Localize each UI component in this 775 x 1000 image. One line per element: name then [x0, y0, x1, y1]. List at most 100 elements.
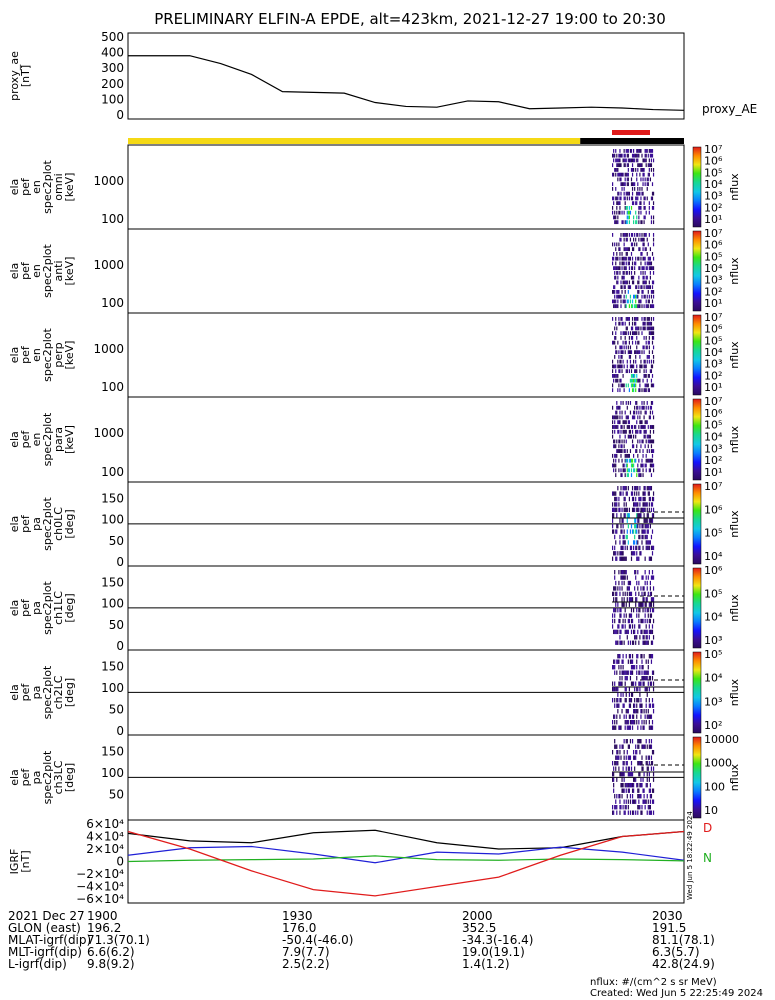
spec-pixel-ch1: [646, 586, 648, 591]
spec-pixel-ch0: [620, 486, 622, 491]
spec-pixel-para: [616, 425, 618, 429]
spec-pixel-anti: [625, 247, 627, 252]
spec-pixel-omni: [643, 172, 645, 177]
spec-pixel-ch2: [651, 720, 654, 725]
spec-pixel-anti: [622, 256, 624, 261]
spec-pixel-ch3: [631, 739, 634, 744]
spec-pixel-anti: [624, 304, 626, 309]
spec-pixel-perp: [645, 388, 647, 393]
spec-pixel-omni: [612, 153, 614, 158]
spec-pixel-para: [635, 449, 637, 453]
spec-pixel-ch3: [624, 810, 626, 815]
spec-pixel-ch3: [648, 788, 650, 793]
spec-pixel-omni: [627, 149, 629, 153]
spec-pixel-ch1: [648, 570, 650, 575]
ylabel-ch3-2: pa: [30, 771, 43, 785]
spec-pixel-omni: [648, 206, 650, 210]
spec-pixel-para: [617, 415, 619, 420]
spec-pixel-para: [618, 468, 620, 473]
spec-pixel-anti: [628, 285, 630, 290]
spec-pixel-anti: [647, 290, 649, 294]
spec-pixel-omni: [620, 172, 622, 177]
spec-pixel-omni: [626, 206, 628, 210]
spec-pixel-anti: [635, 304, 637, 309]
spec-pixel-omni: [626, 172, 628, 177]
spec-pixel-anti: [648, 233, 650, 237]
ylabel-anti-3: spec2plot: [41, 244, 54, 298]
spec-pixel-ch1: [643, 640, 645, 645]
spec-pixel-omni: [618, 191, 620, 196]
spec-pixel-ch0: [651, 518, 654, 523]
spec-pixel-para: [613, 425, 615, 429]
cbar-tick-ch0-0: 10⁷: [704, 480, 722, 493]
spec-pixel-perp: [637, 317, 639, 321]
spec-pixel-anti: [614, 266, 616, 271]
spec-pixel-omni: [623, 158, 625, 163]
spec-pixel-anti: [634, 294, 636, 299]
spec-pixel-omni: [633, 215, 635, 220]
ylabel-ch2-0: ela: [8, 684, 21, 701]
spec-pixel-anti: [615, 299, 617, 304]
spec-pixel-ch3: [650, 755, 653, 760]
spec-pixel-omni: [622, 220, 624, 225]
spec-pixel-ch2: [648, 703, 650, 708]
spec-pixel-ch2: [620, 698, 622, 703]
spec-pixel-para: [644, 420, 646, 425]
spec-pixel-ch2: [639, 670, 641, 675]
spec-pixel-para: [624, 420, 626, 425]
spec-pixel-perp: [628, 340, 630, 345]
spec-pixel-anti: [616, 266, 618, 271]
ytick-anti-1: 100: [101, 296, 124, 310]
spec-pixel-omni: [618, 172, 620, 177]
spec-pixel-ch2: [616, 670, 618, 675]
spec-pixel-ch2: [631, 725, 634, 730]
spec-pixel-ch0: [644, 524, 646, 529]
spec-pixel-anti: [626, 233, 628, 237]
spec-pixel-para: [634, 468, 636, 473]
cbar-tick-para-6: 10¹: [704, 466, 722, 479]
spec-pixel-ch2: [634, 703, 636, 708]
ytick-b-6: −6×10⁴: [76, 892, 124, 906]
spec-pixel-ch2: [642, 725, 644, 730]
spec-pixel-ch1: [633, 640, 635, 645]
spec-pixel-ch0: [638, 496, 640, 502]
spec-pixel-omni: [640, 201, 642, 206]
spec-pixel-ch0: [645, 534, 647, 540]
spec-pixel-omni: [626, 210, 628, 215]
footer-row-value: 71.3(70.1): [87, 933, 150, 947]
spec-pixel-ch1: [646, 629, 648, 635]
spec-pixel-ch1: [645, 602, 647, 607]
cbar-tick-perp-2: 10⁵: [704, 334, 722, 347]
spec-pixel-anti: [622, 261, 624, 266]
spec-pixel-ch1: [621, 570, 623, 575]
spec-pixel-ch2: [643, 681, 645, 686]
spec-pixel-ch2: [629, 676, 632, 681]
spec-pixel-para: [641, 425, 643, 429]
spec-pixel-ch0: [616, 556, 618, 561]
spec-pixel-ch3: [624, 805, 626, 810]
spec-pixel-ch3: [650, 761, 653, 766]
spec-pixel-omni: [619, 210, 621, 215]
spec-pixel-ch1: [639, 624, 641, 629]
spec-pixel-anti: [639, 233, 641, 237]
spec-pixel-ch2: [643, 670, 645, 675]
spec-pixel-ch3: [652, 750, 655, 755]
ytick-b-4: −2×10⁴: [76, 867, 124, 881]
ylabel-b-1: [nT]: [19, 850, 32, 872]
spec-pixel-ch3: [651, 788, 654, 793]
spec-pixel-para: [650, 458, 653, 463]
spec-pixel-ch3: [617, 755, 619, 760]
spec-pixel-ch2: [643, 720, 645, 725]
spec-pixel-perp: [614, 364, 616, 369]
spec-pixel-omni: [631, 191, 634, 196]
spec-pixel-ch2: [644, 676, 646, 681]
spec-pixel-ch2: [642, 676, 644, 681]
spec-pixel-perp: [638, 378, 640, 383]
cbar-tick-ch1-3: 10³: [704, 634, 722, 647]
spec-pixel-ch3: [630, 772, 633, 777]
spec-pixel-ch3: [623, 788, 625, 793]
spec-pixel-ch3: [649, 805, 651, 810]
spec-pixel-ch0: [646, 502, 648, 507]
spec-pixel-perp: [619, 388, 621, 393]
spec-pixel-ch2: [625, 698, 627, 703]
